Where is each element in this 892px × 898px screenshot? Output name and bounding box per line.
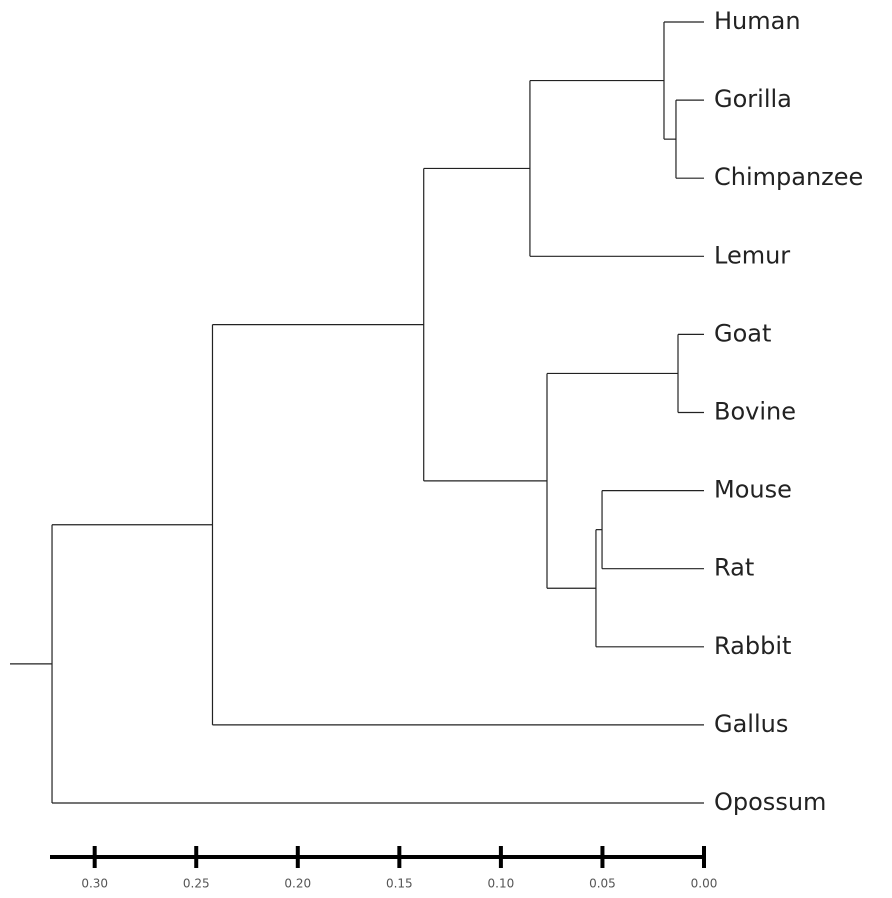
leaf-label: Bovine [714,398,796,426]
x-tick-label: 0.20 [284,877,311,891]
x-tick-label: 0.25 [183,877,210,891]
leaf-label: Gorilla [714,85,792,113]
leaf-label: Chimpanzee [714,163,863,191]
x-tick-label: 0.30 [81,877,108,891]
x-tick-label: 0.10 [488,877,515,891]
leaf-label: Opossum [714,788,826,816]
x-tick-label: 0.00 [691,877,718,891]
leaf-label: Rat [714,554,754,582]
leaf-label: Rabbit [714,632,791,660]
leaf-label: Human [714,7,801,35]
x-tick-label: 0.05 [589,877,616,891]
leaf-label: Mouse [714,476,792,504]
leaf-label: Gallus [714,710,788,738]
x-tick-label: 0.15 [386,877,413,891]
leaf-label: Goat [714,319,771,347]
leaf-label: Lemur [714,241,790,269]
